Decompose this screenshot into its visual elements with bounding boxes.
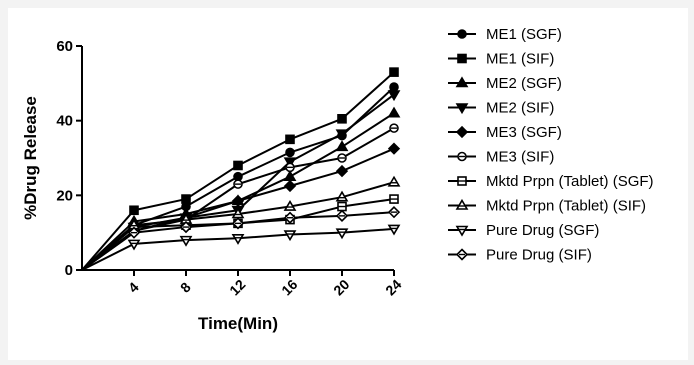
- data-point: [335, 129, 349, 141]
- legend-label: Pure Drug (SGF): [486, 222, 599, 239]
- data-point: [285, 134, 295, 145]
- legend-label: ME2 (SIF): [486, 100, 554, 117]
- legend-marker: [455, 103, 469, 115]
- legend-item: Mktd Prpn (Tablet) (SGF): [448, 173, 654, 190]
- x-axis-title: Time(Min): [198, 314, 278, 333]
- data-point: [335, 190, 349, 202]
- legend-item: ME2 (SIF): [448, 100, 554, 117]
- data-point: [387, 175, 401, 187]
- data-point: [181, 194, 191, 204]
- legend-item: ME3 (SGF): [448, 124, 562, 141]
- legend-item: Pure Drug (SGF): [448, 222, 599, 239]
- data-point: [389, 82, 399, 92]
- axes: 0 20 40 60 4 8 12 16 20 24 Time(Min) %Drug Release: [21, 38, 405, 333]
- legend-item: ME3 (SIF): [448, 149, 554, 166]
- x-tick-label: 20: [330, 276, 352, 298]
- data-point: [335, 164, 349, 178]
- data-point: [387, 142, 401, 155]
- data-point: [233, 160, 243, 171]
- legend-label: ME3 (SGF): [486, 124, 562, 141]
- y-axis-title: %Drug Release: [21, 96, 40, 220]
- data-point: [285, 147, 295, 158]
- data-point: [127, 239, 141, 251]
- data-point: [387, 106, 401, 118]
- legend-marker: [457, 53, 467, 64]
- x-tick-label: 24: [382, 276, 404, 298]
- legend-label: ME3 (SIF): [486, 149, 554, 166]
- legend: ME1 (SGF) ME1 (SIF) ME2 (SGF) ME2 (SIF) ME3 …: [448, 26, 654, 264]
- legend-label: ME1 (SGF): [486, 26, 562, 43]
- data-point: [283, 179, 297, 193]
- data-point: [283, 230, 297, 242]
- data-point: [283, 170, 297, 181]
- data-point: [283, 157, 297, 169]
- legend-item: Pure Drug (SIF): [448, 247, 592, 264]
- data-point: [335, 140, 349, 152]
- legend-label: ME1 (SIF): [486, 51, 554, 68]
- data-point: [389, 67, 399, 77]
- series-9: [81, 224, 401, 271]
- data-point: [179, 235, 193, 247]
- legend-item: ME2 (SGF): [448, 75, 562, 92]
- legend-marker: [455, 76, 469, 88]
- y-tick-label: 20: [56, 187, 73, 204]
- data-point: [129, 205, 139, 216]
- data-point: [337, 114, 347, 124]
- plot-area: [81, 67, 401, 271]
- y-tick-label: 0: [65, 262, 73, 279]
- legend-label: Pure Drug (SIF): [486, 247, 592, 264]
- legend-item: ME1 (SIF): [448, 51, 554, 68]
- series-2: [81, 67, 399, 271]
- legend-marker: [455, 225, 469, 237]
- legend-marker: [455, 125, 469, 139]
- y-tick-label: 60: [56, 38, 73, 55]
- x-tick-label: 16: [278, 276, 300, 298]
- chart-card: 0 20 40 60 4 8 12 16 20 24 Time(Min) %Drug Release …: [8, 8, 688, 360]
- data-point: [231, 194, 245, 208]
- x-tick-label: 4: [125, 279, 142, 296]
- legend-marker: [457, 29, 467, 39]
- legend-item: Mktd Prpn (Tablet) (SIF): [448, 198, 646, 215]
- x-tick-label: 8: [177, 279, 194, 296]
- data-point: [283, 199, 297, 211]
- x-tick-label: 12: [226, 276, 248, 298]
- legend-label: Mktd Prpn (Tablet) (SGF): [486, 173, 654, 190]
- data-point: [387, 90, 401, 102]
- data-point: [387, 224, 401, 236]
- legend-item: ME1 (SGF): [448, 26, 562, 43]
- data-point: [231, 233, 245, 245]
- legend-label: ME2 (SGF): [486, 75, 562, 92]
- legend-label: Mktd Prpn (Tablet) (SIF): [486, 198, 646, 215]
- series-10: [81, 206, 401, 271]
- legend-marker: [455, 198, 469, 210]
- data-point: [335, 228, 349, 240]
- y-tick-label: 40: [56, 113, 73, 130]
